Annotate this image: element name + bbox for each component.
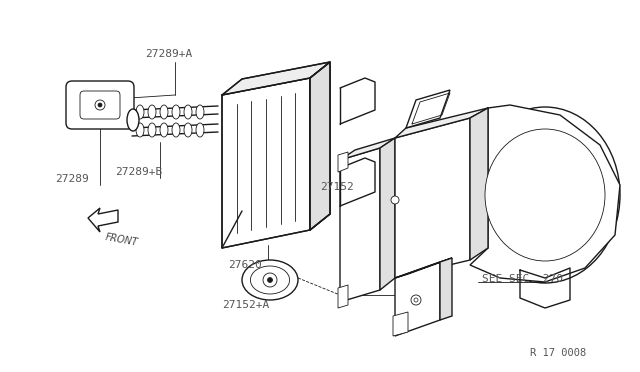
Circle shape — [414, 298, 418, 302]
Ellipse shape — [160, 105, 168, 119]
Polygon shape — [393, 312, 408, 336]
Ellipse shape — [136, 105, 144, 119]
Ellipse shape — [196, 123, 204, 137]
Ellipse shape — [127, 109, 139, 131]
Circle shape — [411, 295, 421, 305]
Polygon shape — [395, 262, 440, 336]
Polygon shape — [88, 208, 118, 232]
Polygon shape — [340, 148, 380, 302]
Ellipse shape — [470, 107, 620, 283]
Ellipse shape — [242, 260, 298, 300]
Text: 27152+A: 27152+A — [222, 300, 269, 310]
Polygon shape — [338, 152, 348, 172]
Ellipse shape — [485, 129, 605, 261]
Ellipse shape — [172, 123, 180, 137]
Text: 27620: 27620 — [228, 260, 262, 270]
Ellipse shape — [196, 105, 204, 119]
Polygon shape — [340, 138, 395, 160]
Circle shape — [268, 278, 273, 282]
Polygon shape — [338, 285, 348, 308]
Ellipse shape — [250, 266, 290, 294]
Text: 27289: 27289 — [55, 174, 89, 184]
Text: 27289+B: 27289+B — [115, 167, 163, 177]
Text: R 17 0008: R 17 0008 — [530, 348, 586, 358]
FancyBboxPatch shape — [66, 81, 134, 129]
Ellipse shape — [160, 123, 168, 137]
Polygon shape — [395, 118, 470, 278]
Text: SEE SEC. 270: SEE SEC. 270 — [482, 274, 563, 284]
FancyBboxPatch shape — [80, 91, 120, 119]
Polygon shape — [310, 62, 330, 230]
Polygon shape — [222, 78, 310, 248]
Ellipse shape — [148, 105, 156, 119]
Text: FRONT: FRONT — [104, 232, 138, 248]
Polygon shape — [380, 138, 395, 290]
Circle shape — [391, 196, 399, 204]
Polygon shape — [222, 62, 330, 95]
Polygon shape — [395, 258, 452, 278]
Polygon shape — [470, 108, 488, 260]
Text: 27289+A: 27289+A — [145, 49, 192, 59]
Circle shape — [95, 100, 105, 110]
Polygon shape — [440, 258, 452, 320]
Circle shape — [98, 103, 102, 107]
Polygon shape — [310, 62, 330, 230]
Text: 27152: 27152 — [320, 182, 354, 192]
Ellipse shape — [184, 105, 192, 119]
Ellipse shape — [148, 123, 156, 137]
Ellipse shape — [136, 123, 144, 137]
Circle shape — [263, 273, 277, 287]
Polygon shape — [395, 108, 488, 138]
Ellipse shape — [172, 105, 180, 119]
Ellipse shape — [184, 123, 192, 137]
Polygon shape — [470, 105, 620, 282]
Polygon shape — [406, 90, 450, 128]
